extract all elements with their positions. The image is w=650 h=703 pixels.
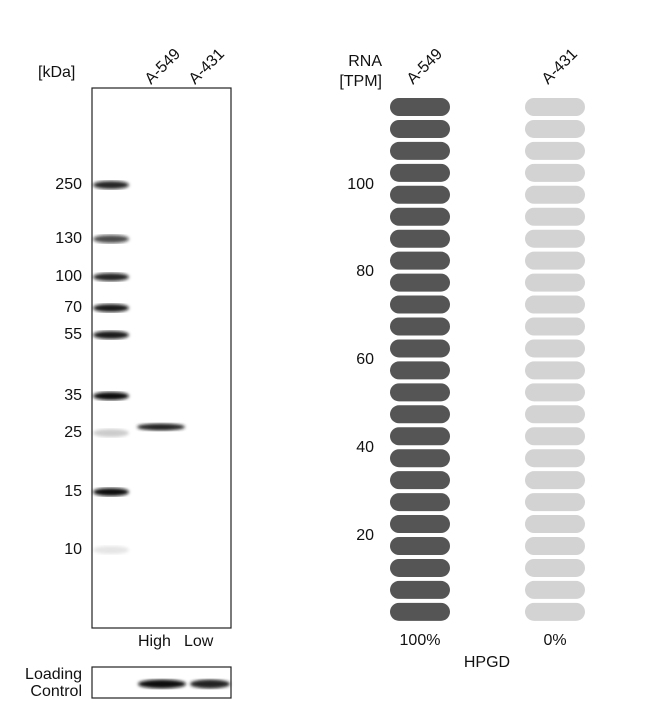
rna-tick-label: 60: [356, 351, 374, 368]
ladder-band: [93, 235, 129, 243]
percent-label: 100%: [400, 632, 441, 649]
marker-label: 15: [64, 483, 82, 500]
marker-label: 250: [55, 176, 82, 193]
ladder-band: [93, 488, 129, 496]
rna-pill: [390, 207, 450, 226]
rna-pill: [525, 405, 585, 424]
rna-pill: [525, 515, 585, 534]
rna-pill: [390, 383, 450, 402]
unit-label: [kDa]: [38, 64, 75, 81]
rna-pill: [525, 383, 585, 402]
rna-pill: [390, 449, 450, 468]
rna-pill: [525, 361, 585, 380]
rna-pill: [525, 141, 585, 160]
rna-pill: [390, 295, 450, 314]
ladder-band: [93, 546, 129, 554]
marker-label: 10: [64, 541, 82, 558]
marker-label: 35: [64, 387, 82, 404]
rna-pill: [525, 317, 585, 336]
rna-pill: [390, 229, 450, 248]
rna-pill: [525, 602, 585, 621]
rna-pill: [390, 405, 450, 424]
loading-label: Loading: [25, 666, 82, 683]
rna-pill: [390, 185, 450, 204]
rna-pill: [390, 273, 450, 292]
rna-pill: [525, 163, 585, 182]
marker-label: 55: [64, 326, 82, 343]
lane-label: A-431: [186, 46, 228, 88]
gene-label: HPGD: [464, 654, 510, 671]
marker-label: 100: [55, 268, 82, 285]
column-label: A-549: [404, 46, 446, 88]
rna-pill: [525, 98, 585, 116]
rna-pill: [525, 251, 585, 270]
rna-pill: [390, 119, 450, 138]
rna-pill: [390, 602, 450, 621]
ladder-band: [93, 392, 129, 400]
rna-pill: [525, 207, 585, 226]
rna-pill: [390, 537, 450, 555]
rna-pill: [525, 580, 585, 599]
rna-pill: [525, 471, 585, 490]
rna-pill: [525, 449, 585, 468]
rna-pill: [525, 185, 585, 204]
rna-pill: [390, 493, 450, 512]
marker-label: 130: [55, 230, 82, 247]
level-label: Low: [184, 633, 214, 650]
rna-tick-label: 20: [356, 527, 374, 544]
ladder-band: [93, 304, 129, 312]
rna-axis-label: [TPM]: [339, 73, 382, 90]
rna-pill: [525, 119, 585, 138]
blot-frame: [91, 87, 232, 629]
rna-pill: [390, 471, 450, 490]
rna-tick-label: 80: [356, 263, 374, 280]
ladder-band: [93, 273, 129, 281]
rna-tick-label: 40: [356, 439, 374, 456]
rna-pill: [525, 273, 585, 292]
rna-pill: [390, 580, 450, 599]
ladder-band: [93, 331, 129, 339]
rna-pill: [525, 427, 585, 446]
percent-label: 0%: [543, 632, 566, 649]
loading-band: [138, 679, 186, 689]
rna-pill: [525, 295, 585, 314]
rna-pill: [390, 317, 450, 336]
rna-pill: [390, 361, 450, 380]
rna-tick-label: 100: [347, 176, 374, 193]
rna-pill: [525, 558, 585, 577]
rna-pill: [390, 98, 450, 116]
rna-pill: [525, 537, 585, 555]
ladder-band: [93, 181, 129, 189]
rna-pill: [390, 427, 450, 446]
rna-pill: [390, 251, 450, 270]
level-label: High: [138, 633, 171, 650]
rna-pill: [390, 339, 450, 358]
rna-pill: [525, 493, 585, 512]
loading-label: Control: [30, 683, 82, 700]
rna-pill: [390, 163, 450, 182]
lane-label: A-549: [142, 46, 184, 88]
ladder-band: [93, 429, 129, 437]
marker-label: 70: [64, 299, 82, 316]
rna-pill: [390, 558, 450, 577]
rna-pill: [390, 515, 450, 534]
sample-band: [137, 423, 185, 431]
rna-pill: [390, 141, 450, 160]
rna-pill: [525, 339, 585, 358]
loading-band: [190, 679, 230, 689]
column-label: A-431: [539, 46, 581, 88]
rna-pill: [525, 229, 585, 248]
marker-label: 25: [64, 424, 82, 441]
rna-axis-label: RNA: [348, 53, 382, 70]
